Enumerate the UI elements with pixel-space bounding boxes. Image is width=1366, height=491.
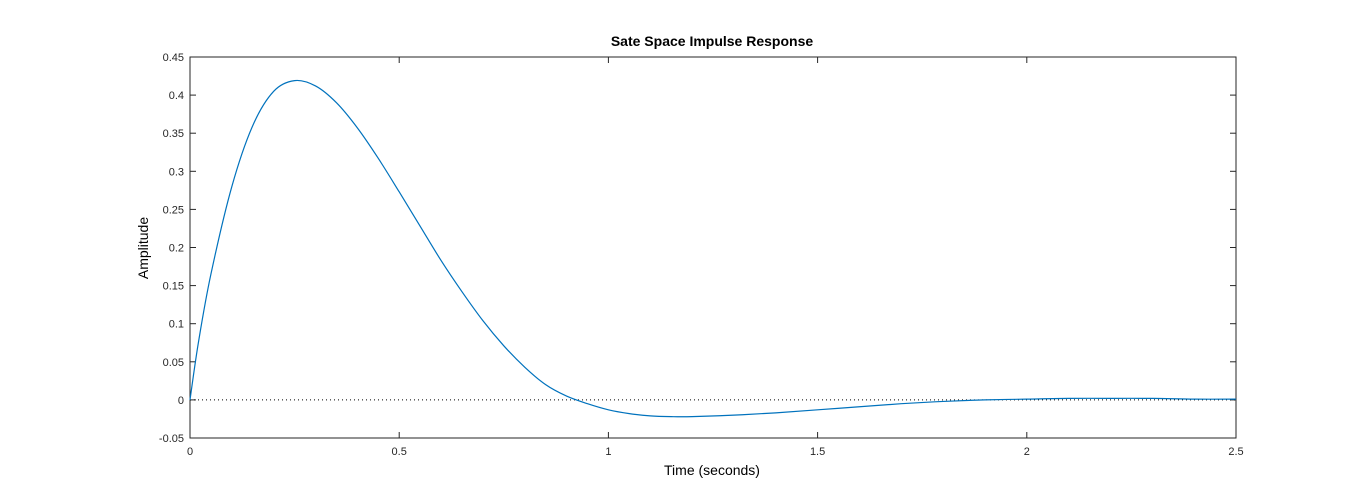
x-axis: 0 0.5 1 1.5 2 2.5 xyxy=(187,57,1244,458)
plot-area xyxy=(189,56,1237,439)
x-tick-label: 2 xyxy=(1024,446,1030,458)
x-tick-label: 0.5 xyxy=(392,446,407,458)
y-axis-label: Amplitude xyxy=(135,217,151,279)
y-tick-label: 0.1 xyxy=(169,319,184,331)
x-tick-label: 2.5 xyxy=(1228,446,1243,458)
y-tick-label: 0.35 xyxy=(163,128,184,140)
y-tick-label: 0.05 xyxy=(163,357,184,369)
y-tick-label: 0.2 xyxy=(169,243,184,255)
y-tick-label: 0.25 xyxy=(163,204,184,216)
y-tick-label: -0.05 xyxy=(159,433,184,445)
impulse-response-line xyxy=(189,79,1237,418)
x-axis-label: Time (seconds) xyxy=(664,462,760,478)
chart-title: Sate Space Impulse Response xyxy=(611,33,814,49)
y-tick-label: 0.3 xyxy=(169,166,184,178)
y-tick-label: 0 xyxy=(178,395,184,407)
x-tick-label: 1.5 xyxy=(810,446,825,458)
y-axis: -0.05 0 0.05 0.1 0.15 0.2 0.25 0.3 0.35 0.4 0.45 xyxy=(159,52,1236,445)
y-tick-label: 0.4 xyxy=(169,90,184,102)
x-tick-label: 1 xyxy=(605,446,611,458)
x-tick-label: 0 xyxy=(187,446,193,458)
y-tick-label: 0.15 xyxy=(163,281,184,293)
y-tick-label: 0.45 xyxy=(163,52,184,64)
